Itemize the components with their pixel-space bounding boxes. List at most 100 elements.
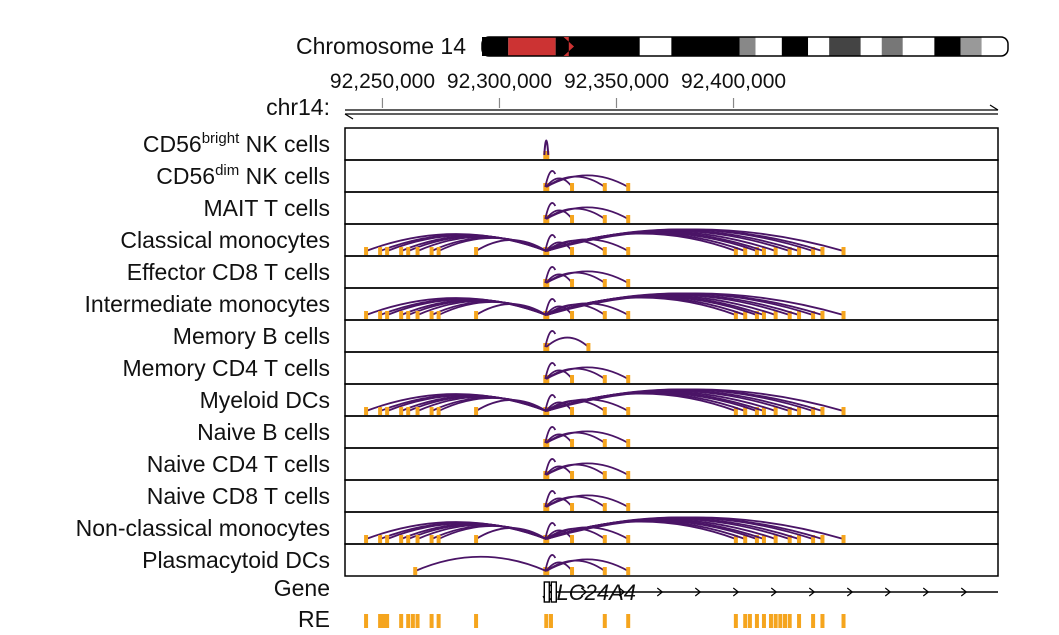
target-element [602,279,607,287]
target-element [797,311,802,319]
loop-arc [545,206,629,220]
axis-label: chr14: [266,94,330,120]
track-2: CD56dim NK cells [156,159,999,193]
target-element [429,247,434,255]
strand-arrow [808,587,816,597]
target-element [820,247,825,255]
target-element [570,439,575,447]
re-element [474,614,479,628]
track-1: CD56bright NK cells [143,127,999,161]
target-element [761,247,766,255]
ideogram-band [555,37,640,56]
ideogram-band [829,37,861,56]
track-label: Plasmacytoid DCs [142,547,330,573]
re-element [733,614,738,628]
coordinate-axis [344,104,999,120]
target-element [474,311,479,319]
cell-type-tracks: CD56bright NK cells CD56dim NK cells MAIT … [76,127,999,577]
tick-label: 92,300,000 [447,70,552,93]
target-element [797,407,802,415]
target-element [626,503,631,511]
target-element [570,471,575,479]
ideogram-band [755,37,782,56]
target-element [787,535,792,543]
track-label: Naive CD4 T cells [147,451,330,477]
target-element [773,247,778,255]
target-element [474,535,479,543]
target-element [399,407,404,415]
track-10: Naive B cells [197,415,999,449]
track-6: Intermediate monocytes [85,287,999,321]
loop-arc [475,399,547,412]
track-label: Non-classical monocytes [76,515,330,541]
target-element [733,247,738,255]
loop-arc [544,394,557,412]
target-element [399,247,404,255]
track-frame [344,159,999,193]
loop-arc [438,237,547,252]
loop-arc [544,522,557,540]
ideogram-band [482,37,509,56]
target-element [743,407,748,415]
target-element [378,535,383,543]
axis-arrow-right [989,104,999,111]
re-element [761,614,766,628]
target-element [626,279,631,287]
target-element [626,247,631,255]
loop-arc [414,555,547,572]
target-element [773,535,778,543]
target-element [820,535,825,543]
ideogram-band [508,37,556,56]
track-frame [344,479,999,513]
re-element [410,614,415,628]
target-element [570,503,575,511]
anchor-element [543,151,550,159]
target-element [436,247,441,255]
loop-arc [545,366,629,380]
target-element [364,407,369,415]
target-element [406,535,411,543]
track-8: Memory CD4 T cells [123,351,999,385]
re-element [747,614,752,628]
target-element [733,407,738,415]
loop-arc [544,490,557,508]
target-element [436,407,441,415]
target-element [841,311,846,319]
ideogram-band [902,37,935,56]
loop-arc [545,494,629,508]
tick-label: 92,400,000 [681,70,786,93]
re-element [602,614,607,628]
loop-arc [545,462,629,476]
loop-arc [544,362,557,380]
track-label: Myeloid DCs [200,387,330,413]
loop-arc [475,239,547,252]
target-element [602,247,607,255]
target-element [415,247,420,255]
target-element [626,375,631,383]
target-element [602,311,607,319]
target-element [820,311,825,319]
target-element [364,535,369,543]
gene-track-label: Gene [274,575,330,601]
target-element [811,247,816,255]
target-element [474,247,479,255]
target-element [415,311,420,319]
target-element [602,471,607,479]
strand-arrow [884,587,892,597]
re-element [820,614,825,628]
target-element [754,247,759,255]
track-frame [344,543,999,577]
target-element [754,311,759,319]
target-element [570,279,575,287]
target-element [743,247,748,255]
target-element [626,439,631,447]
strand-arrow [770,587,778,597]
target-element [385,311,390,319]
strand-arrow [580,587,588,597]
target-element [773,311,778,319]
tick-label: 92,250,000 [330,70,435,93]
loop-arc [545,336,590,348]
track-label: Classical monocytes [120,227,330,253]
target-element [761,407,766,415]
target-element [586,343,591,351]
